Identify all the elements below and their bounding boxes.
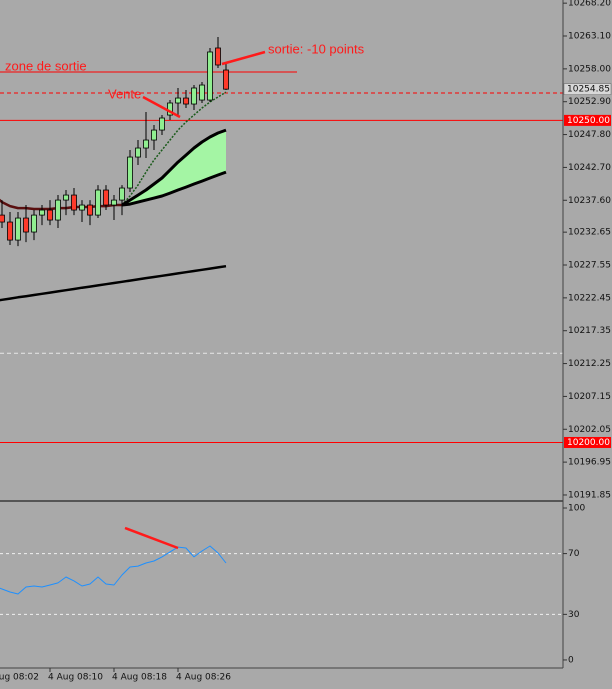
plot-layer xyxy=(0,37,563,615)
candle-body xyxy=(15,217,21,241)
y-tick-label: 0 xyxy=(568,655,574,665)
candle-body xyxy=(23,217,29,233)
y-tick-label: 10196.95 xyxy=(568,458,611,468)
y-tick-label: 10232.65 xyxy=(568,228,611,238)
y-tick-label: 10212.25 xyxy=(568,359,611,369)
candle-body xyxy=(71,194,77,211)
y-tick-label: 70 xyxy=(568,549,580,559)
rsi-arrow xyxy=(124,526,179,550)
y-tick-label: 10252.90 xyxy=(568,97,611,107)
candle-body xyxy=(175,97,181,104)
exit-zone-label: zone de sortie xyxy=(5,58,87,73)
level-label: 10200.00 xyxy=(567,438,610,448)
candle-body xyxy=(159,117,165,131)
rsi-line xyxy=(0,545,227,595)
y-tick-label: 10227.55 xyxy=(568,261,611,271)
band-upper xyxy=(121,128,227,207)
level-label-box xyxy=(564,436,611,448)
candle-body xyxy=(207,51,213,101)
y-tick-label: 10202.05 xyxy=(568,425,611,435)
y-tick-label: 10258.00 xyxy=(568,64,611,74)
x-tick-label: 4 Aug 08:02 xyxy=(0,673,39,683)
level-label: 10250.00 xyxy=(567,116,610,126)
level-label-box xyxy=(564,114,611,126)
x-tick-label: 4 Aug 08:26 xyxy=(176,673,231,683)
candle-body xyxy=(95,189,101,216)
candle-body xyxy=(223,69,229,90)
y-tick-label: 10247.80 xyxy=(568,130,611,140)
candle-body xyxy=(151,129,157,141)
y-tick-label: 10263.10 xyxy=(568,32,611,42)
candle-body xyxy=(87,204,93,216)
candle-body xyxy=(127,156,133,189)
price-label: 10254.85 xyxy=(567,85,610,95)
candle-body xyxy=(47,209,53,221)
candle-body xyxy=(63,194,69,201)
y-tick-label: 10268.20 xyxy=(568,0,611,9)
candle-body xyxy=(7,221,13,241)
x-tick-label: 4 Aug 08:10 xyxy=(48,673,103,683)
candle-body xyxy=(111,199,117,206)
candle-body xyxy=(135,147,141,158)
candle-body xyxy=(31,214,37,233)
moving-average xyxy=(121,91,227,206)
candle-body xyxy=(183,97,189,105)
candle-body xyxy=(199,84,205,101)
candle-body xyxy=(103,189,109,206)
candle-body xyxy=(55,199,61,221)
candle-body xyxy=(191,87,197,105)
y-tick-label: 100 xyxy=(568,504,585,514)
y-tick-label: 10217.35 xyxy=(568,326,611,336)
y-tick-label: 10237.60 xyxy=(568,196,611,206)
sell-note: Vente xyxy=(108,86,141,101)
x-tick-label: 4 Aug 08:18 xyxy=(112,673,167,683)
candle-body xyxy=(119,187,125,201)
moving-average xyxy=(0,264,227,302)
y-tick-label: 10242.70 xyxy=(568,163,611,173)
y-tick-label: 30 xyxy=(568,610,580,620)
candle-body xyxy=(0,214,5,223)
exit-note: sortie: -10 points xyxy=(268,41,365,56)
sell-arrow xyxy=(142,95,181,119)
candle-body xyxy=(143,139,149,149)
price-label-box xyxy=(563,83,612,95)
y-tick-label: 10191.85 xyxy=(568,490,611,500)
exit-arrow xyxy=(221,50,266,66)
y-tick-label: 10222.45 xyxy=(568,293,611,303)
candle-body xyxy=(39,209,45,216)
candle-body xyxy=(215,47,221,66)
y-tick-label: 10207.15 xyxy=(568,392,611,402)
candle-body xyxy=(79,204,85,211)
band-lower xyxy=(121,170,227,207)
